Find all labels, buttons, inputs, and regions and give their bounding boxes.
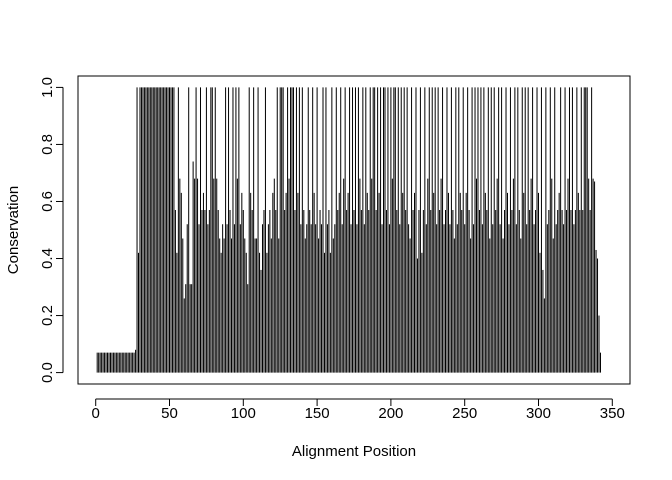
x-tick-label: 150 (305, 405, 330, 422)
y-tick-label: 1.0 (39, 77, 56, 98)
y-axis: 0.0 0.2 0.4 0.6 0.8 1.0 (39, 77, 64, 383)
bars-group (96, 87, 601, 373)
y-tick-label: 0.6 (39, 191, 56, 212)
x-axis: 0 50 100 150 200 250 300 350 (92, 398, 625, 422)
x-tick-label: 300 (526, 405, 551, 422)
y-tick-label: 0.8 (39, 134, 56, 155)
y-tick-label: 0.0 (39, 362, 56, 383)
y-tick-label: 0.2 (39, 305, 56, 326)
x-tick-label: 50 (161, 405, 178, 422)
plot-box (77, 75, 631, 385)
x-tick-label: 350 (600, 405, 625, 422)
x-tick-label: 100 (231, 405, 256, 422)
x-axis-title: Alignment Position (292, 443, 416, 460)
y-tick-label: 0.4 (39, 248, 56, 269)
x-tick-label: 250 (452, 405, 477, 422)
x-tick-label: 0 (92, 405, 100, 422)
y-axis-title: Conservation (5, 186, 22, 274)
x-tick-label: 200 (378, 405, 403, 422)
